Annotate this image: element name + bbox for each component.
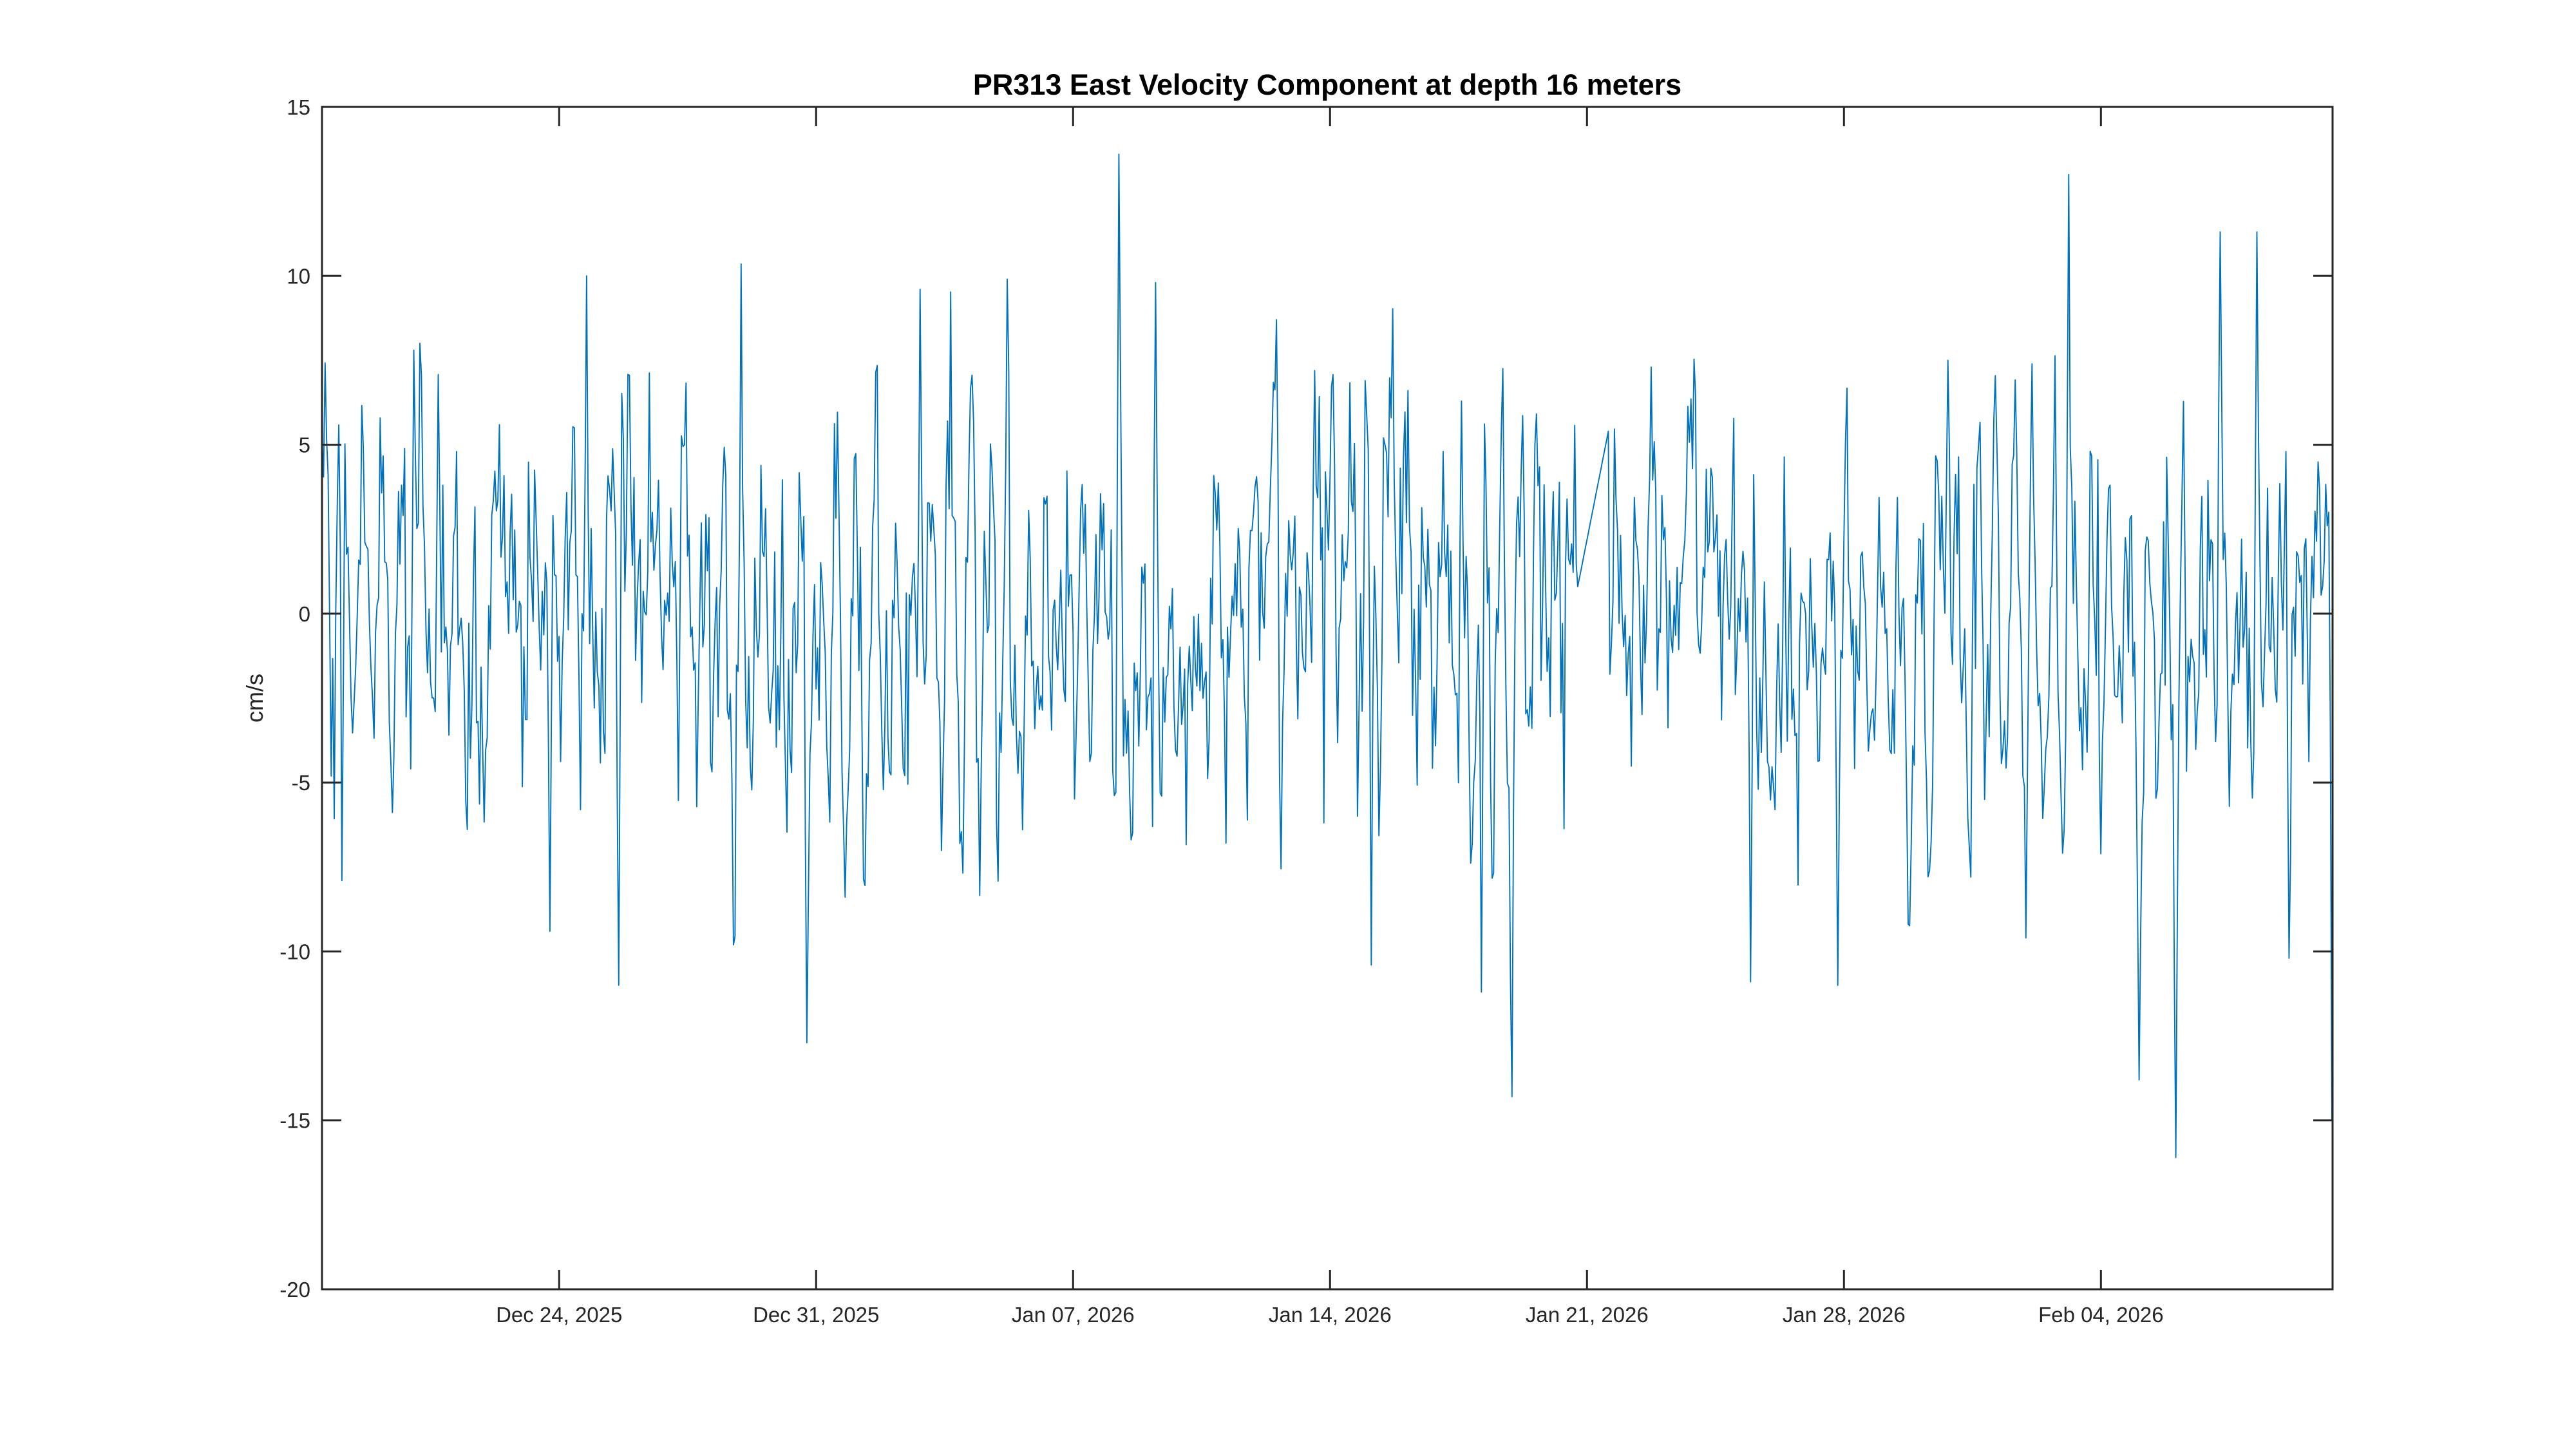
y-tick-label: -15: [279, 1109, 310, 1133]
velocity-series-line: [321, 153, 2333, 1159]
x-tick-label: Dec 24, 2025: [496, 1303, 622, 1327]
x-tick-label: Jan 21, 2026: [1526, 1303, 1649, 1327]
y-tick-label: -5: [292, 771, 310, 795]
y-tick-label: -10: [279, 940, 310, 963]
x-tick-label: Dec 31, 2025: [753, 1303, 879, 1327]
y-tick-label: 5: [299, 433, 310, 457]
plot-area-border: [321, 106, 2334, 1291]
x-tick-label: Jan 28, 2026: [1783, 1303, 1906, 1327]
y-axis-label: cm/s: [242, 674, 268, 723]
chart-title: PR313 East Velocity Component at depth 1…: [973, 68, 1681, 101]
x-tick-label: Jan 07, 2026: [1012, 1303, 1135, 1327]
y-tick-label: 15: [287, 95, 310, 119]
y-tick-label: 10: [287, 264, 310, 288]
y-tick-label: -20: [279, 1278, 310, 1302]
x-tick-label: Feb 04, 2026: [2038, 1303, 2164, 1327]
x-tick-label: Jan 14, 2026: [1269, 1303, 1392, 1327]
y-tick-label: 0: [299, 602, 310, 626]
y-axis-ticks: -20 -15 -10 -5 0 5 10 15: [279, 95, 2333, 1302]
x-axis-ticks: Dec 24, 2025 Dec 31, 2025 Jan 07, 2026 Jan …: [496, 107, 2164, 1327]
